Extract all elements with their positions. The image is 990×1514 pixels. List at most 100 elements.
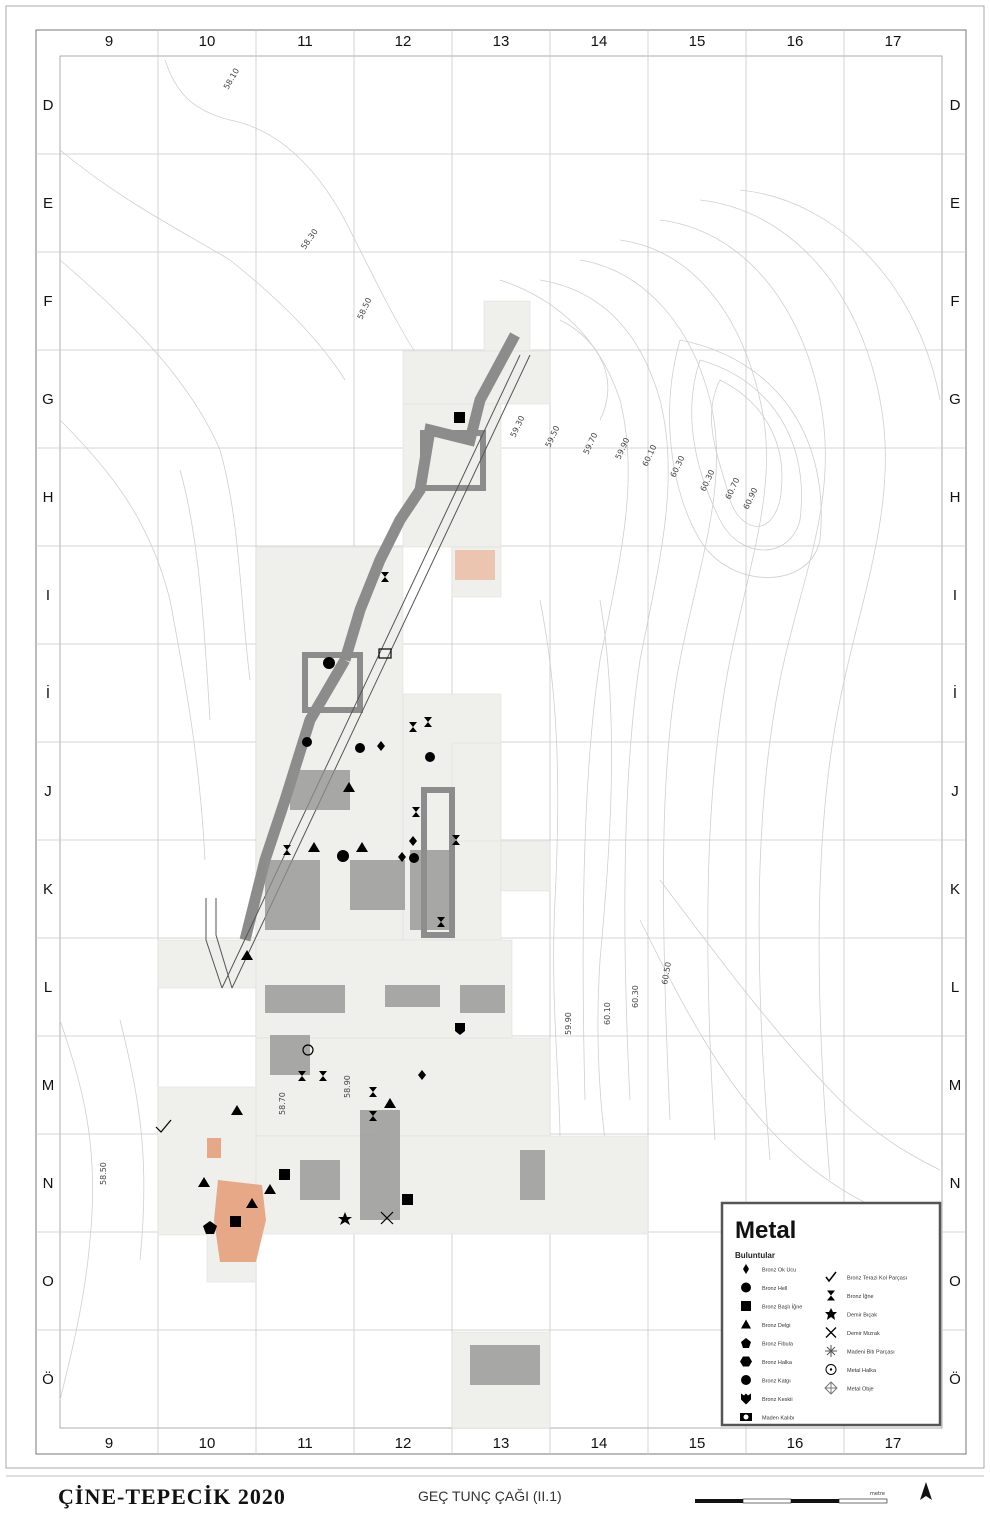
column-label-top: 13 bbox=[493, 33, 510, 50]
cross-icon bbox=[825, 1327, 837, 1338]
legend-item-label: Bronz Katgı bbox=[762, 1379, 791, 1385]
row-label-left: F bbox=[43, 293, 52, 310]
legend-item-label: Bronz Ok Ucu bbox=[762, 1268, 796, 1274]
ring-icon bbox=[825, 1364, 837, 1375]
column-label-bottom: 13 bbox=[493, 1435, 510, 1452]
column-label-bottom: 9 bbox=[105, 1435, 113, 1452]
row-label-left: Ö bbox=[42, 1370, 54, 1388]
legend-item-label: Metal Obje bbox=[847, 1387, 874, 1393]
row-label-right: O bbox=[949, 1273, 961, 1290]
column-label-top: 11 bbox=[297, 33, 313, 50]
legend-item-label: Bronz Delgi bbox=[762, 1323, 790, 1329]
column-label-bottom: 11 bbox=[297, 1435, 313, 1452]
star-icon bbox=[825, 1308, 837, 1320]
shield-icon bbox=[741, 1393, 751, 1405]
check-icon bbox=[825, 1271, 837, 1283]
hourglass-symbol bbox=[424, 717, 432, 727]
row-label-left: H bbox=[43, 489, 54, 506]
row-label-right: F bbox=[950, 293, 959, 310]
hourglass-symbols bbox=[283, 572, 460, 1121]
legend-item-label: Demir Bıçak bbox=[847, 1313, 877, 1319]
period-subtitle: GEÇ TUNÇ ÇAĞI (II.1) bbox=[418, 1488, 562, 1504]
hourglass-symbol bbox=[381, 572, 389, 582]
column-label-top: 17 bbox=[885, 33, 902, 50]
contour-label: 60.30 bbox=[631, 985, 640, 1008]
contour-label: 59.30 bbox=[509, 414, 527, 439]
contour-label: 60.50 bbox=[660, 961, 673, 985]
legend-subtitle: Buluntular bbox=[735, 1251, 775, 1260]
legend-item-label: Metal Halka bbox=[847, 1368, 877, 1374]
hourglass-symbol bbox=[319, 1071, 327, 1081]
column-label-bottom: 15 bbox=[689, 1435, 706, 1452]
row-label-left: D bbox=[43, 97, 54, 114]
contour-label: 60.30 bbox=[699, 468, 717, 493]
mold-icon-hole bbox=[743, 1414, 749, 1420]
contour-label: 58.90 bbox=[343, 1075, 352, 1098]
row-label-right: J bbox=[951, 783, 959, 800]
row-label-left: N bbox=[43, 1175, 54, 1192]
row-label-right: Ö bbox=[949, 1370, 961, 1388]
contour-label: 58.30 bbox=[299, 227, 320, 251]
legend-item-label: Bronz Başlı İğne bbox=[762, 1304, 802, 1311]
ring-icon-dot bbox=[829, 1368, 833, 1371]
contour-label: 60.10 bbox=[603, 1002, 612, 1025]
row-label-right: D bbox=[950, 97, 961, 114]
contour-label: 59.90 bbox=[564, 1012, 573, 1035]
column-label-top: 10 bbox=[199, 33, 216, 50]
square-icon bbox=[741, 1301, 751, 1311]
row-label-left: J bbox=[44, 783, 52, 800]
diamond-outline-icon bbox=[824, 1381, 838, 1395]
legend-item-label: Maden Kalıbı bbox=[762, 1416, 794, 1422]
hexagon-icon bbox=[740, 1356, 752, 1367]
hourglass-symbol bbox=[283, 845, 291, 855]
hourglass-symbol bbox=[298, 1071, 306, 1081]
column-label-top: 14 bbox=[591, 33, 608, 50]
contour-label: 60.70 bbox=[724, 476, 742, 501]
contour-label: 60.10 bbox=[641, 443, 659, 468]
grid-labels: 9 9 10 10 11 11 12 12 13 13 14 14 15 15 16 16 17 17 D D E E F F… bbox=[42, 33, 962, 1452]
column-label-top: 12 bbox=[395, 33, 412, 50]
finds-outline-symbols bbox=[155, 648, 394, 1225]
contour-label: 59.50 bbox=[544, 424, 562, 449]
column-label-bottom: 10 bbox=[199, 1435, 216, 1452]
scale-bar-label: metre bbox=[870, 1491, 885, 1497]
rubble bbox=[265, 770, 545, 1385]
legend: Metal Buluntular Bronz Ok Ucu Bronz Hell B… bbox=[720, 1201, 942, 1427]
row-label-left: L bbox=[44, 979, 52, 996]
outer-frame bbox=[5, 5, 985, 1469]
column-label-top: 15 bbox=[689, 33, 706, 50]
contour-label: 59.70 bbox=[582, 431, 600, 456]
column-label-bottom: 12 bbox=[395, 1435, 412, 1452]
row-label-right: K bbox=[950, 881, 960, 898]
row-label-right: L bbox=[951, 979, 959, 996]
contour-label: 60.90 bbox=[742, 486, 760, 511]
row-label-right: E bbox=[950, 195, 960, 212]
hourglass-symbol bbox=[369, 1111, 377, 1121]
row-label-right: G bbox=[949, 391, 961, 408]
column-label-top: 16 bbox=[787, 33, 804, 50]
hourglass-symbol bbox=[437, 917, 445, 927]
legend-item-label: Bronz Keskii bbox=[762, 1397, 793, 1403]
triangle-icon bbox=[741, 1319, 751, 1329]
hourglass-icon bbox=[827, 1290, 835, 1301]
column-label-bottom: 16 bbox=[787, 1435, 804, 1452]
diamond-icon bbox=[743, 1264, 749, 1274]
row-label-left: I bbox=[46, 587, 50, 604]
pentagon-icon bbox=[741, 1338, 751, 1348]
legend-item-label: Bronz Halka bbox=[762, 1360, 793, 1366]
legend-item-label: Bronz Hell bbox=[762, 1286, 787, 1292]
legend-item-label: Madeni Bitı Parçası bbox=[847, 1350, 895, 1356]
column-label-bottom: 14 bbox=[591, 1435, 608, 1452]
hourglass-symbol bbox=[409, 722, 417, 732]
legend-title: Metal bbox=[735, 1217, 796, 1244]
row-label-left: İ bbox=[46, 684, 50, 702]
north-arrow-icon bbox=[920, 1482, 932, 1500]
row-label-left: E bbox=[43, 195, 53, 212]
legend-item-label: Bronz İğne bbox=[847, 1293, 874, 1300]
column-label-bottom: 17 bbox=[885, 1435, 902, 1452]
row-label-left: K bbox=[43, 881, 53, 898]
row-label-right: M bbox=[949, 1077, 962, 1094]
row-label-right: İ bbox=[953, 684, 957, 702]
contour-label: 58.10 bbox=[222, 67, 241, 91]
contour-label: 60.30 bbox=[669, 454, 687, 479]
